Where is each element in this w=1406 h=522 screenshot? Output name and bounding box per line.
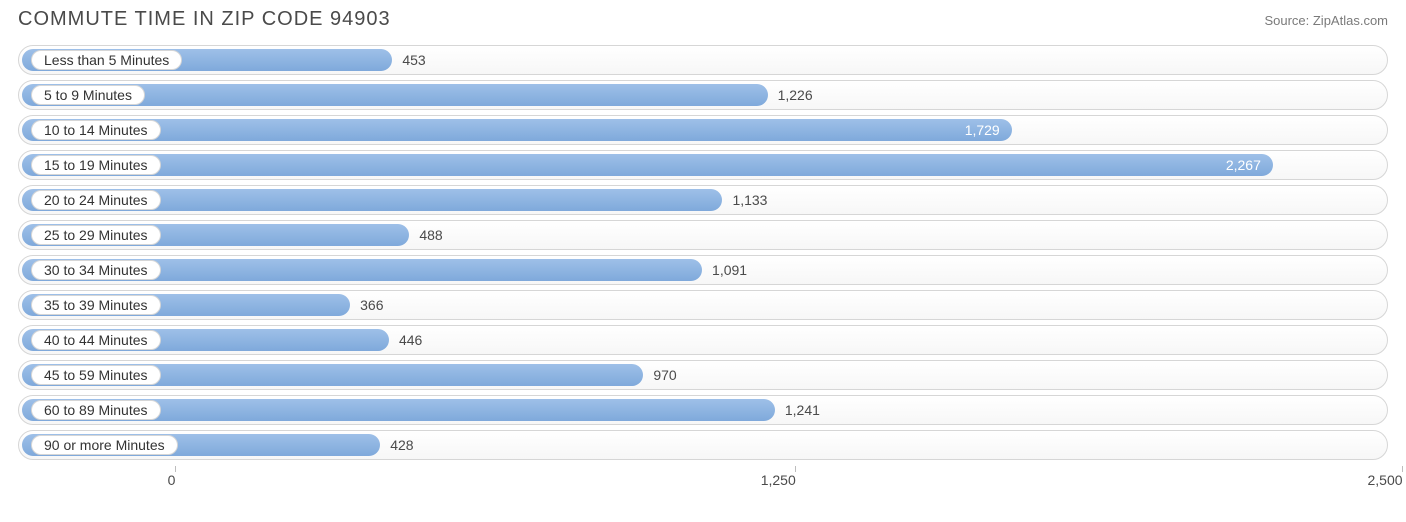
bar-category-label: 35 to 39 Minutes [31, 295, 161, 315]
bar-track: 35 to 39 Minutes 366 [18, 290, 1388, 320]
bar-category-label: 20 to 24 Minutes [31, 190, 161, 210]
axis-tick-label: 2,500 [1367, 472, 1402, 488]
bar-track: 45 to 59 Minutes 970 [18, 360, 1388, 390]
bar-value: 1,133 [732, 192, 767, 208]
chart-header: COMMUTE TIME IN ZIP CODE 94903 Source: Z… [18, 8, 1388, 31]
bar-track: 90 or more Minutes 428 [18, 430, 1388, 460]
chart-container: COMMUTE TIME IN ZIP CODE 94903 Source: Z… [18, 8, 1388, 496]
bar-category-label: 10 to 14 Minutes [31, 120, 161, 140]
bar-fill: 2,267 [22, 154, 1273, 176]
bar-track: 30 to 34 Minutes 1,091 [18, 255, 1388, 285]
bar-value: 2,267 [1226, 157, 1261, 173]
bar-value: 428 [390, 437, 413, 453]
bar-value: 453 [402, 52, 425, 68]
bar-track: 40 to 44 Minutes 446 [18, 325, 1388, 355]
chart-title: COMMUTE TIME IN ZIP CODE 94903 [18, 8, 391, 31]
bar-value: 1,091 [712, 262, 747, 278]
bar-category-label: 90 or more Minutes [31, 435, 178, 455]
bar-category-label: 45 to 59 Minutes [31, 365, 161, 385]
bar-track: 20 to 24 Minutes 1,133 [18, 185, 1388, 215]
bar-track: 5 to 9 Minutes 1,226 [18, 80, 1388, 110]
bar-category-label: 25 to 29 Minutes [31, 225, 161, 245]
bar-track: 60 to 89 Minutes 1,241 [18, 395, 1388, 425]
axis-tick: 1,250 [778, 466, 813, 488]
bar-fill: 1,729 [22, 119, 1012, 141]
bar-value: 488 [419, 227, 442, 243]
bar-value: 1,226 [778, 87, 813, 103]
x-axis: 01,2502,500 [18, 466, 1388, 496]
bar-value: 1,729 [965, 122, 1000, 138]
bar-track: Less than 5 Minutes 453 [18, 45, 1388, 75]
chart-source: Source: ZipAtlas.com [1264, 13, 1388, 28]
bars-area: Less than 5 Minutes 453 5 to 9 Minutes 1,22… [18, 45, 1388, 460]
bar-category-label: 5 to 9 Minutes [31, 85, 145, 105]
bar-category-label: 15 to 19 Minutes [31, 155, 161, 175]
bar-category-label: 60 to 89 Minutes [31, 400, 161, 420]
axis-tick: 2,500 [1385, 466, 1406, 488]
bar-value: 970 [653, 367, 676, 383]
axis-tick-label: 1,250 [761, 472, 796, 488]
bar-track: 2,267 15 to 19 Minutes [18, 150, 1388, 180]
bar-value: 446 [399, 332, 422, 348]
bar-track: 1,729 10 to 14 Minutes [18, 115, 1388, 145]
axis-tick: 0 [171, 466, 179, 488]
bar-value: 366 [360, 297, 383, 313]
bar-track: 25 to 29 Minutes 488 [18, 220, 1388, 250]
bar-category-label: Less than 5 Minutes [31, 50, 182, 70]
bar-category-label: 40 to 44 Minutes [31, 330, 161, 350]
bar-value: 1,241 [785, 402, 820, 418]
bar-category-label: 30 to 34 Minutes [31, 260, 161, 280]
axis-tick-label: 0 [168, 472, 176, 488]
